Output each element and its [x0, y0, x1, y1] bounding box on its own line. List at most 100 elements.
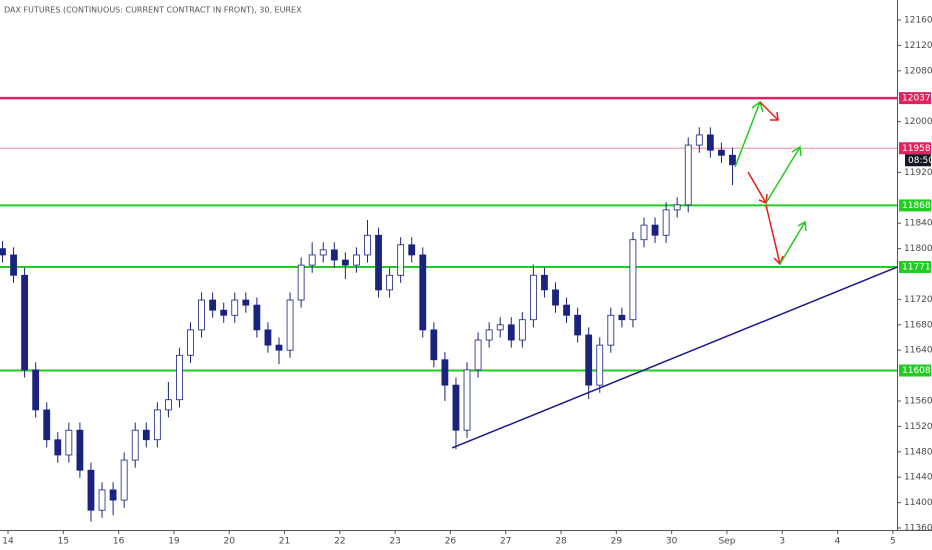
x-tick-label: 15 [58, 537, 69, 547]
candle-body [629, 239, 637, 321]
candle-body [618, 314, 626, 321]
level-label-box [899, 199, 931, 212]
level-label-box [899, 142, 931, 155]
candle-body [209, 299, 217, 311]
candle-body [430, 329, 438, 361]
candle-body [275, 344, 283, 351]
candle-body [231, 299, 239, 316]
level-label-box [899, 92, 931, 105]
candle-body [518, 319, 526, 341]
candle-body [419, 254, 427, 331]
candle-body [485, 329, 493, 341]
candle-body [43, 409, 51, 441]
candle-body [662, 209, 670, 236]
y-tick-label: 11560.0 [904, 397, 932, 407]
level-label: 12037.0 [902, 94, 932, 104]
y-tick-label: 11920.0 [904, 168, 932, 178]
level-label: 11608.0 [902, 366, 932, 376]
candle-body [120, 459, 128, 501]
y-tick-label: 11840.0 [904, 219, 932, 229]
candle-body [563, 304, 570, 316]
candle-body [353, 254, 360, 266]
arrow-down [759, 101, 779, 121]
candle-body [242, 299, 250, 306]
y-tick-label: 12120.0 [904, 41, 932, 51]
x-tick-label: 5 [890, 537, 896, 547]
candle-body [496, 324, 504, 331]
level-label-box [899, 261, 931, 274]
candle-body [330, 249, 338, 261]
y-tick-label: 11440.0 [904, 473, 932, 483]
candle-body [76, 429, 84, 471]
x-tick-label: 29 [611, 537, 623, 547]
candle-body [98, 489, 106, 511]
candle-body [651, 224, 659, 236]
y-tick-label: 12080.0 [904, 66, 932, 76]
arrow-up [779, 220, 807, 265]
candle-body [286, 299, 294, 351]
y-tick-label: 12000.0 [904, 117, 932, 127]
x-tick-label: 28 [555, 537, 567, 547]
x-tick-label: 4 [835, 537, 841, 547]
y-tick-label: 11720.0 [904, 295, 932, 305]
candle-body [308, 254, 316, 266]
candle-body [0, 248, 6, 256]
candle-body [109, 489, 117, 501]
y-tick-label: 12160.0 [904, 16, 932, 26]
candle-body [718, 149, 725, 156]
candle-body [585, 334, 593, 386]
candle-body [220, 309, 228, 316]
x-tick-label: 16 [113, 537, 125, 547]
candle-body [607, 314, 615, 346]
x-tick-label: 26 [445, 537, 457, 547]
candle-body [164, 399, 172, 411]
candle-body [198, 299, 205, 331]
candle-body [729, 154, 736, 166]
candle-body [54, 439, 62, 456]
y-tick-label: 11520.0 [904, 422, 932, 432]
candle-body [187, 329, 194, 356]
candle-body [32, 369, 40, 411]
x-tick-label: 21 [279, 537, 290, 547]
candle-body [364, 234, 371, 256]
y-tick-label: 11480.0 [904, 447, 932, 457]
candle-body [507, 324, 515, 341]
candle-body [552, 289, 559, 306]
candle-body [176, 354, 183, 401]
x-tick-label: 22 [334, 537, 345, 547]
candle-body [131, 429, 139, 461]
x-tick-label: 14 [2, 537, 14, 547]
candle-body [153, 409, 161, 441]
x-tick-label: 3 [779, 537, 785, 547]
candle-body [297, 264, 305, 301]
chart-title: DAX FUTURES (CONTINUOUS: CURRENT CONTRAC… [4, 6, 302, 15]
candle-body [65, 429, 73, 456]
candle-body [463, 369, 471, 431]
candle-body [706, 134, 714, 151]
level-label: 11771.0 [902, 263, 932, 273]
y-tick-label: 11680.0 [904, 320, 932, 330]
x-tick-label: 30 [666, 537, 678, 547]
level-label-box [899, 364, 931, 377]
candle-body [21, 274, 29, 371]
candle-body [10, 254, 17, 276]
x-tick-label: Sep [718, 537, 735, 547]
y-tick-label: 11640.0 [904, 346, 932, 356]
candle-body [264, 329, 272, 346]
candle-body [452, 384, 460, 431]
y-tick-label: 11400.0 [904, 498, 932, 508]
candle-body [474, 339, 482, 371]
x-tick-label: 20 [224, 537, 236, 547]
candle-body [684, 144, 692, 206]
x-tick-label: 23 [389, 537, 400, 547]
candle-body [386, 274, 394, 291]
candle-body [341, 259, 349, 266]
y-tick-label: 11800.0 [904, 244, 932, 254]
trendline [451, 266, 898, 449]
candle-body [375, 234, 382, 291]
candle-body [142, 429, 150, 441]
level-label: 11868.0 [902, 201, 932, 211]
candle-body [319, 249, 327, 256]
